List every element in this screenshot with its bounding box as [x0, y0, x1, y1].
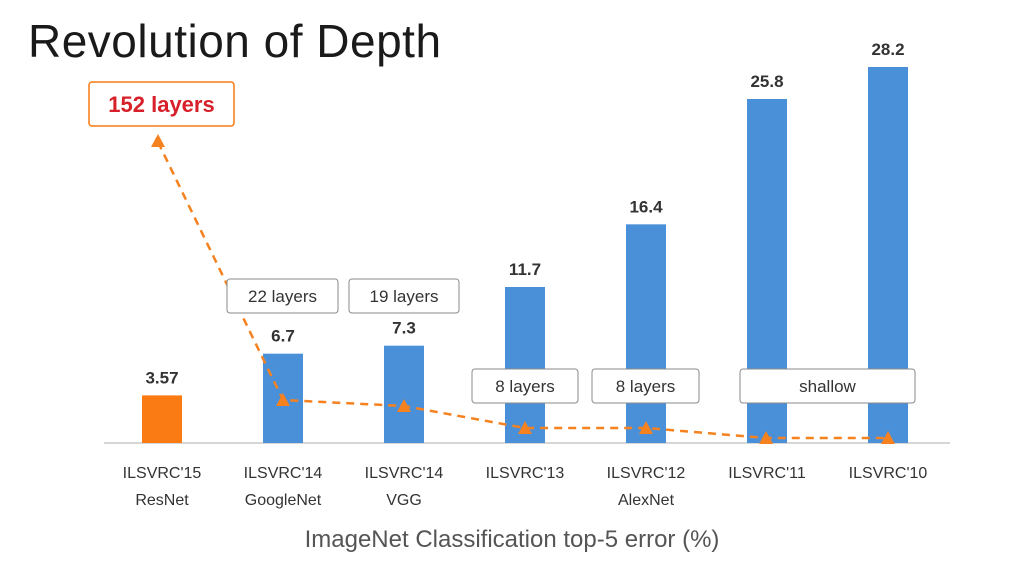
value-label: 6.7: [271, 327, 295, 346]
bar: [384, 345, 424, 443]
depth-point-marker: [881, 431, 895, 444]
depth-annotation-box: [591, 368, 700, 404]
category-tick-label: ILSVRC'13: [486, 465, 565, 482]
bar: [505, 287, 545, 443]
category-tick-label: GoogleNet: [245, 492, 322, 509]
depth-annotation-label: shallow: [799, 377, 856, 396]
value-label: 25.8: [750, 72, 783, 91]
depth-arrow-head: [151, 134, 165, 147]
category-tick-label: ResNet: [135, 492, 189, 509]
bar: [142, 395, 182, 443]
value-label: 28.2: [871, 40, 904, 59]
depth-point-marker: [518, 421, 532, 434]
depth-annotation-label: 19 layers: [370, 287, 439, 306]
depth-point-marker: [276, 393, 290, 406]
category-tick-label: ILSVRC'15: [123, 465, 202, 482]
category-tick-label: ILSVRC'14: [365, 465, 444, 482]
value-label: 11.7: [509, 260, 541, 279]
category-tick-label: AlexNet: [618, 492, 675, 509]
depth-annotation-box: [471, 368, 579, 404]
depth-annotation-box: [739, 368, 916, 404]
category-tick-label: VGG: [386, 492, 422, 509]
value-label: 7.3: [392, 319, 416, 338]
value-label: 3.57: [145, 368, 178, 387]
category-tick-label: ILSVRC'12: [607, 465, 686, 482]
slide-title: Revolution of Depth: [28, 15, 442, 67]
bar: [626, 224, 666, 443]
chart-caption: ImageNet Classification top-5 error (%): [304, 526, 720, 553]
depth-annotation-box: [226, 278, 339, 314]
depth-annotation-label: 22 layers: [248, 287, 317, 306]
category-tick-label: ILSVRC'14: [244, 465, 323, 482]
category-tick-label: ILSVRC'10: [849, 465, 928, 482]
depth-annotation-box: [88, 81, 235, 127]
depth-annotation-box: [348, 278, 460, 314]
depth-point-marker: [397, 399, 411, 412]
depth-annotation-label: 8 layers: [495, 377, 555, 396]
depth-point-marker: [759, 431, 773, 444]
category-tick-label: ILSVRC'11: [728, 465, 806, 482]
value-label: 16.4: [629, 197, 663, 216]
depth-annotation-label: 8 layers: [616, 377, 676, 396]
depth-point-marker: [639, 421, 653, 434]
depth-annotation-label: 152 layers: [108, 92, 214, 117]
